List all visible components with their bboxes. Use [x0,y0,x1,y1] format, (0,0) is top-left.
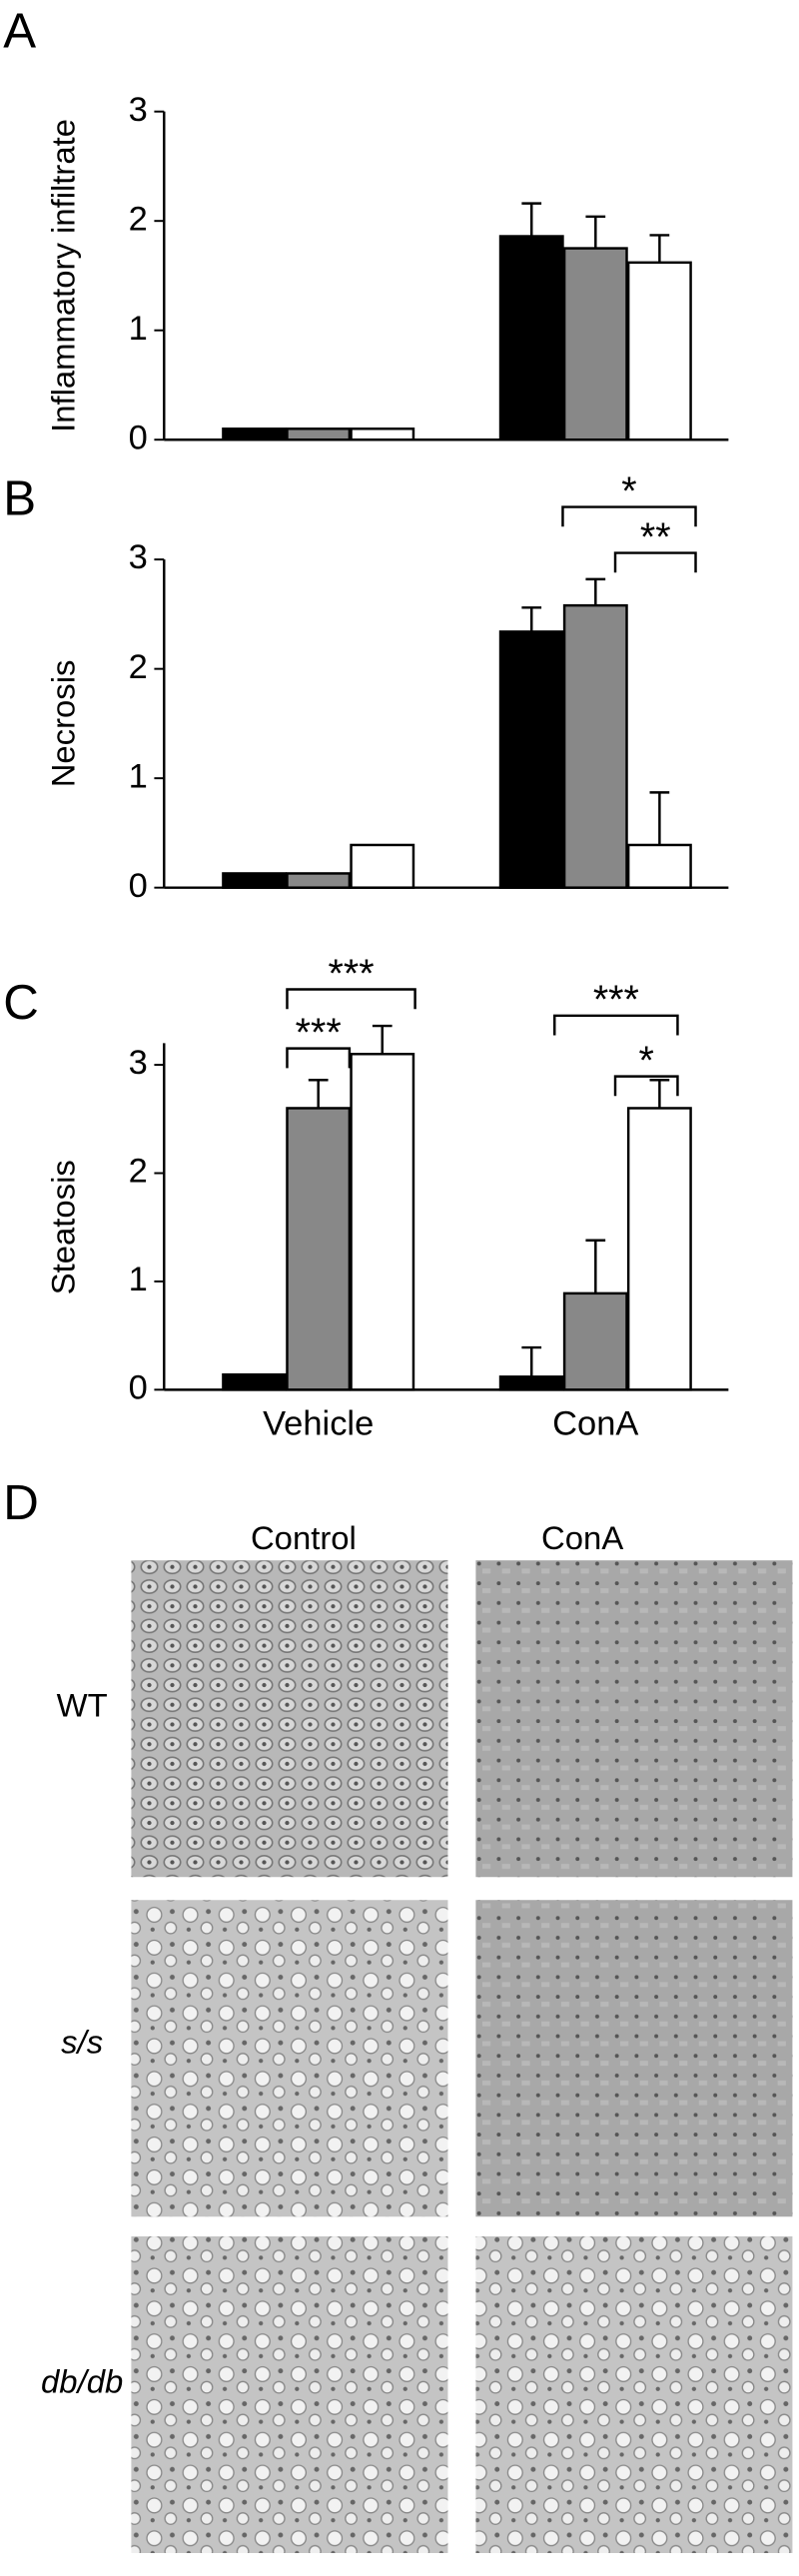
panel-letter: D [3,1475,39,1530]
panel-letter: B [3,471,36,526]
significance-bracket [286,988,416,1010]
x-tick-label: Vehicle [263,1405,374,1443]
row-label: s/s [61,2023,103,2060]
y-tick-label: 1 [129,757,148,795]
row-label: WT [57,1687,108,1724]
histology-image [131,1560,448,1878]
bar [286,872,352,889]
bar [222,872,288,889]
y-tick-label: 1 [129,310,148,348]
error-bar [585,215,606,249]
bar [562,603,628,889]
significance-label: *** [593,978,639,1022]
bar [286,428,352,441]
x-tick-label: ConA [552,1405,638,1443]
panel-letter: C [3,975,39,1030]
bar [562,1291,628,1391]
y-tick-label: 2 [129,648,148,686]
histology-image [475,1560,793,1878]
error-bar [585,1239,606,1293]
bar [350,1053,415,1391]
bar [562,247,628,441]
significance-bracket [613,1075,679,1097]
y-tick-label: 3 [129,91,148,129]
bar [222,1372,288,1391]
error-bar [649,1079,670,1109]
significance-bracket [561,505,697,527]
error-bar [521,202,542,237]
significance-label: *** [329,952,375,996]
y-tick-label: 2 [129,200,148,238]
bar [498,630,564,889]
error-bar [372,1024,393,1055]
significance-bracket [286,1047,352,1069]
error-bar [649,791,670,845]
histology-image [131,2235,448,2554]
y-tick-label: 3 [129,1044,148,1082]
significance-label: * [621,469,636,513]
bar [498,235,564,441]
bar [626,261,692,441]
error-bar [308,1079,329,1109]
histology-image [475,1900,793,2217]
bar [350,843,415,889]
y-tick-label: 2 [129,1153,148,1191]
significance-bracket [613,551,697,573]
bar [222,428,288,441]
y-tick-label: 0 [129,867,148,905]
error-bar [521,1345,542,1377]
row-label: db/db [41,2363,123,2400]
y-tick-label: 0 [129,419,148,456]
column-label: ConA [541,1519,623,1556]
histology-image [131,1900,448,2217]
column-label: Control [251,1519,357,1556]
error-bar [521,606,542,632]
y-axis-label: Steatosis [44,1160,81,1294]
y-axis-label: Necrosis [44,660,81,788]
histology-image [475,2235,793,2554]
bar [286,1107,352,1391]
y-axis-label: Inflammatory infiltrate [44,119,81,432]
panel-letter: A [3,3,36,58]
significance-label: * [639,1039,654,1083]
y-tick-label: 1 [129,1261,148,1298]
significance-bracket [553,1014,679,1036]
bar [626,1107,692,1391]
significance-label: *** [296,1011,342,1055]
y-tick-label: 3 [129,538,148,576]
y-tick-label: 0 [129,1368,148,1406]
significance-label: ** [640,515,671,559]
error-bar [585,577,606,606]
bar [498,1375,564,1391]
bar [350,428,415,441]
error-bar [649,234,670,263]
bar [626,843,692,889]
